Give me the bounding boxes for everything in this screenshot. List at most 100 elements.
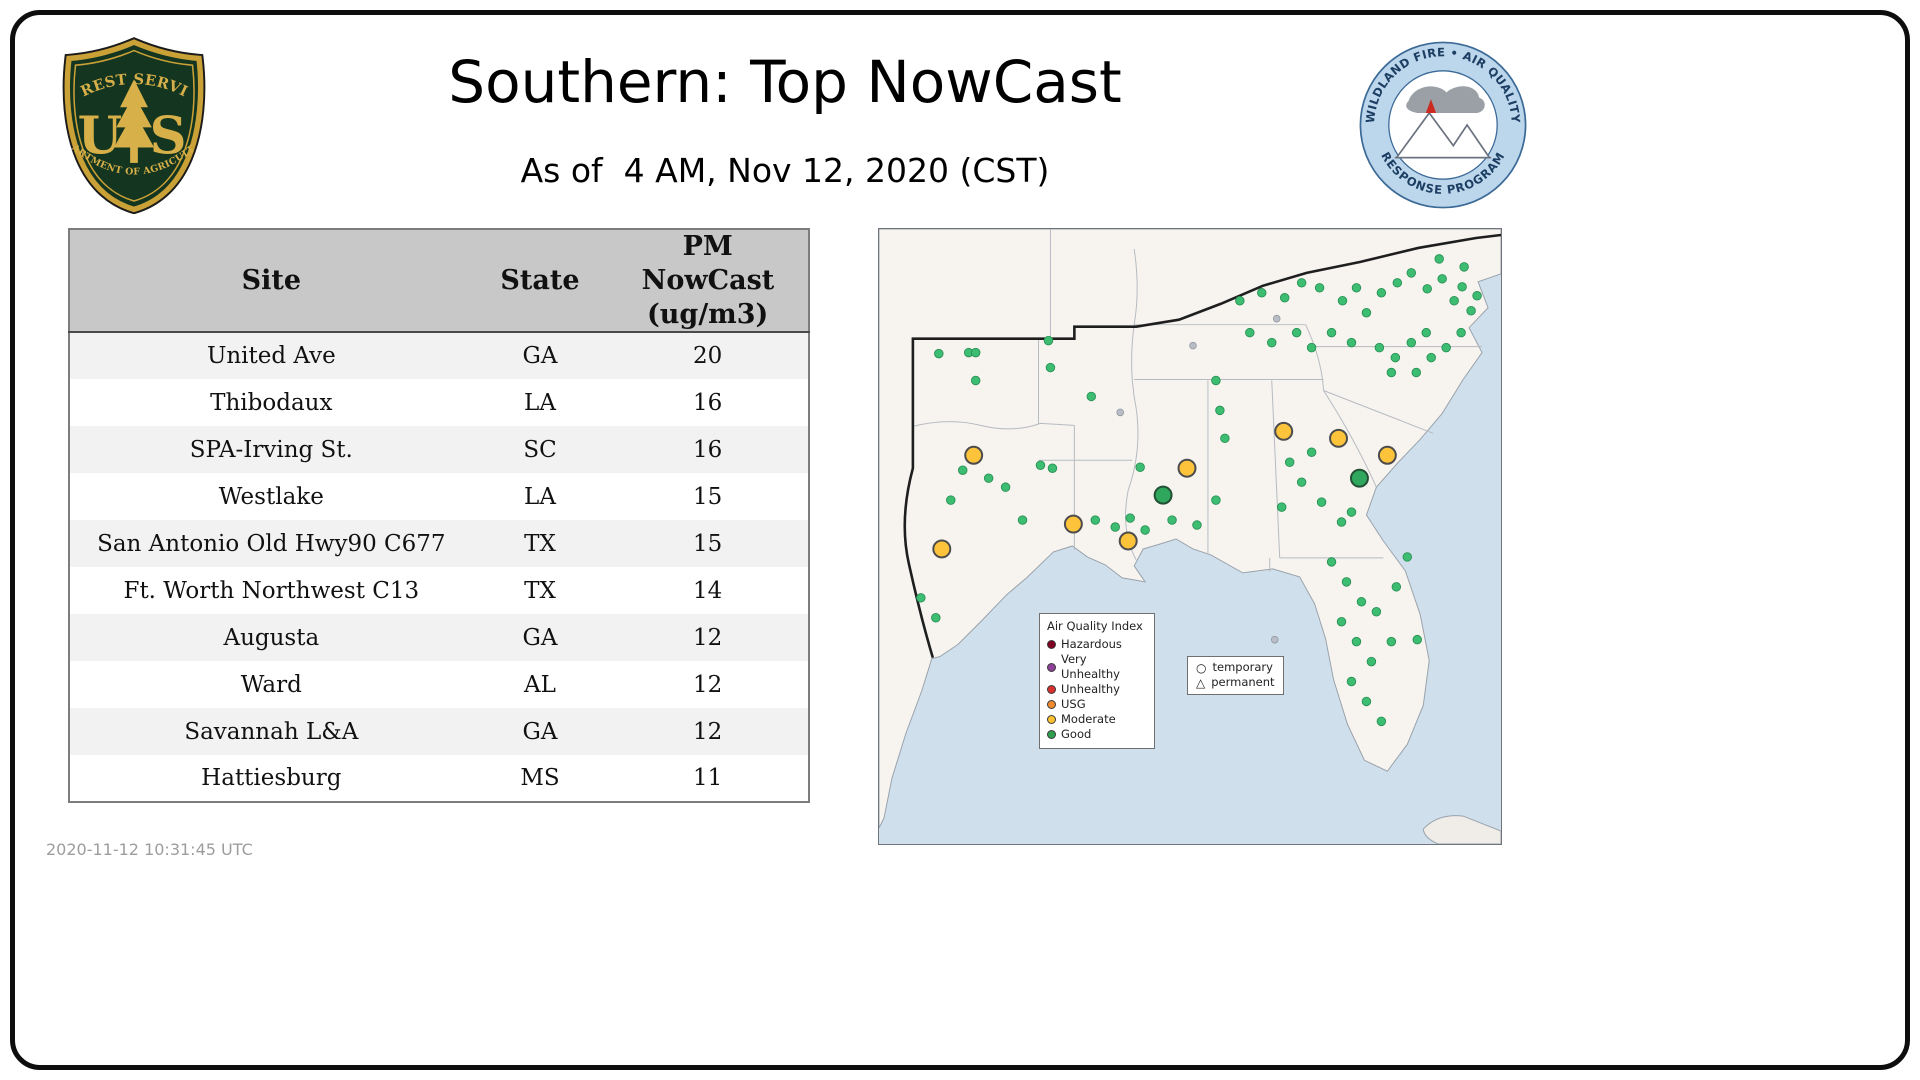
monitor-good-permanent: [1376, 288, 1387, 298]
monitor-good-permanent: [970, 375, 981, 386]
state-cell: GA: [522, 343, 558, 370]
aqi-legend-item: Very Unhealthy: [1047, 652, 1148, 682]
airfire-logo: WILDLAND FIRE • AIR QUALITY RESPONSE PRO…: [1359, 41, 1527, 209]
aqi-color-dot: [1047, 685, 1056, 694]
monitor-good-permanent: [1346, 337, 1357, 348]
aqi-label: Unhealthy: [1061, 682, 1120, 696]
monitor-good-permanent: [1374, 342, 1385, 353]
monitor-good-permanent: [1406, 268, 1417, 278]
aqi-legend-items: Hazardous Very Unhealthy Unhealthy USG Moder…: [1047, 637, 1148, 742]
monitor-good-permanent: [1000, 482, 1011, 492]
value-cell: 14: [693, 577, 723, 604]
monitor-good-permanent: [1390, 352, 1401, 363]
monitor-good-permanent: [946, 495, 956, 505]
state-cell: GA: [522, 718, 558, 745]
monitor-good-permanent: [1245, 327, 1255, 338]
monitor-good-permanent: [1351, 636, 1362, 647]
monitor-inactive: [1270, 635, 1279, 644]
monitor-good-permanent: [1351, 283, 1362, 293]
value-cell: 12: [693, 624, 723, 651]
monitor-moderate-temporary: [1118, 531, 1138, 551]
site-cell: Thibodaux: [210, 389, 333, 416]
aqi-color-dot: [1047, 640, 1056, 649]
monitor-good-permanent: [1035, 460, 1046, 470]
aqi-label: USG: [1061, 697, 1086, 711]
value-cell: 16: [693, 436, 723, 463]
monitor-good-permanent: [1135, 462, 1145, 472]
symbol-legend: ○ temporary △ permanent: [1187, 656, 1284, 695]
monitor-good-permanent: [1086, 391, 1097, 402]
monitor-good-permanent: [1457, 282, 1467, 292]
monitor-good-permanent: [1386, 636, 1397, 647]
top-nowcast-table: Site State PM NowCast (ug/m3) United Ave…: [68, 228, 810, 804]
aqi-legend-item: USG: [1047, 697, 1148, 712]
monitor-moderate-temporary: [932, 539, 952, 559]
monitor-good-permanent: [1426, 352, 1436, 363]
state-cell: SC: [523, 436, 557, 463]
monitor-moderate-temporary: [1274, 421, 1294, 441]
forest-service-logo: FOREST SERVICE U S DEPARTMENT OF AGRICUL…: [56, 36, 206, 214]
monitor-good-permanent: [931, 613, 941, 623]
table-row: Savannah L&A GA 12: [69, 708, 809, 756]
value-cell: 12: [693, 671, 723, 698]
state-borders: [912, 229, 1483, 572]
page-subtitle: As of 4 AM, Nov 12, 2020 (CST): [520, 150, 1050, 190]
monitor-good-permanent: [1140, 525, 1150, 535]
monitor-good-permanent: [1459, 262, 1469, 272]
table-row: Thibodaux LA 16: [69, 379, 809, 427]
monitor-inactive: [1189, 341, 1197, 350]
monitor-good-permanent: [1449, 296, 1459, 306]
monitor-good-permanent: [1125, 513, 1135, 523]
aqi-legend-item: Moderate: [1047, 712, 1148, 727]
page-title: Southern: Top NowCast: [448, 48, 1122, 116]
monitor-good-permanent: [1361, 307, 1372, 318]
monitor-good-permanent: [1386, 367, 1397, 378]
site-cell: San Antonio Old Hwy90 C677: [97, 530, 446, 557]
monitor-good-permanent: [1279, 293, 1290, 303]
table-header: Site State PM NowCast (ug/m3): [69, 229, 809, 334]
aqi-label: Moderate: [1061, 712, 1116, 726]
smoke-plume-icon: [1406, 86, 1485, 113]
monitor-good-permanent: [934, 348, 944, 359]
flame-icon: [1425, 99, 1437, 113]
aqi-legend: Air Quality Index Hazardous Very Unhealth…: [1039, 613, 1155, 749]
monitor-good-permanent: [1326, 327, 1337, 338]
monitor-good-permanent: [1043, 335, 1054, 346]
aqi-legend-item: Good: [1047, 727, 1148, 742]
symbol-legend-permanent: △ permanent: [1196, 675, 1275, 690]
fs-monogram-s: S: [150, 107, 187, 167]
monitor-good-permanent: [1047, 463, 1058, 473]
aqi-color-dot: [1047, 715, 1056, 724]
landmass: [879, 229, 1501, 829]
aqi-label: Hazardous: [1061, 637, 1122, 651]
monitor-good-permanent: [1412, 634, 1423, 645]
monitor-good-permanent: [1411, 367, 1422, 378]
monitor-good-temporary: [1349, 468, 1369, 488]
aqi-color-dot: [1047, 662, 1056, 672]
monitor-markers: [916, 254, 1482, 727]
southern-region-border: [903, 233, 1501, 658]
symbol-legend-temporary: ○ temporary: [1196, 660, 1275, 675]
table-row: Hattiesburg MS 11: [69, 755, 809, 803]
monitor-good-permanent: [1472, 291, 1482, 301]
monitor-good-permanent: [1306, 342, 1317, 353]
column-header-state: State: [472, 229, 608, 334]
monitor-good-permanent: [1392, 278, 1403, 288]
monitor-good-permanent: [1402, 552, 1413, 562]
monitor-good-permanent: [1422, 284, 1432, 294]
monitor-good-permanent: [1215, 405, 1225, 416]
cuba: [1422, 815, 1501, 844]
monitor-good-permanent: [1371, 607, 1382, 617]
value-cell: 15: [693, 530, 723, 557]
monitor-good-permanent: [957, 465, 968, 475]
aqi-legend-item: Hazardous: [1047, 637, 1148, 652]
site-cell: Ft. Worth Northwest C13: [123, 577, 420, 604]
temporary-label: temporary: [1212, 660, 1273, 674]
site-cell: SPA-Irving St.: [189, 436, 353, 463]
monitor-good-permanent: [1090, 515, 1101, 525]
value-cell: 20: [693, 343, 723, 370]
monitor-good-permanent: [1337, 296, 1348, 306]
monitor-good-permanent: [1291, 327, 1302, 338]
site-cell: Westlake: [218, 483, 324, 510]
column-header-pm-nowcast: PM NowCast (ug/m3): [607, 229, 809, 334]
